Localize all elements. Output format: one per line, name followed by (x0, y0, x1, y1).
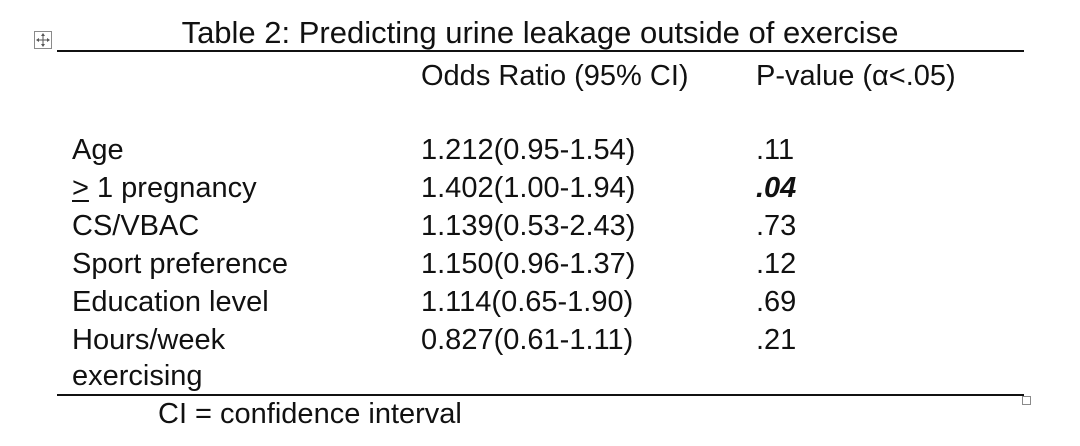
row-label-age: Age (72, 134, 124, 166)
row-label-pregnancy-text: 1 pregnancy (88, 172, 257, 204)
row-p-value-pregnancy: .04 (756, 172, 797, 204)
header-odds-ratio: Odds Ratio (95% CI) (421, 60, 689, 92)
row-odds-ratio-education-level: 1.114(0.65-1.90) (421, 286, 634, 318)
row-odds-ratio-sport-preference: 1.150(0.96-1.37) (421, 248, 636, 280)
greater-equal-symbol: > (72, 172, 89, 204)
row-label-hours-week: Hours/week (72, 324, 226, 356)
row-label-exercising: exercising (72, 360, 203, 392)
table-title: Table 2: Predicting urine leakage outsid… (181, 15, 899, 50)
row-p-value-sport-preference: .12 (756, 248, 797, 280)
row-label-sport-preference: Sport preference (72, 248, 289, 280)
row-odds-ratio-hours-week: 0.827(0.61-1.11) (421, 324, 634, 356)
row-label-education-level: Education level (72, 286, 269, 318)
row-p-value-cs-vbac: .73 (756, 210, 797, 242)
table-move-handle-icon[interactable] (34, 31, 52, 49)
row-p-value-age: .11 (756, 134, 795, 166)
move-arrows-icon (36, 33, 50, 47)
row-label-pregnancy: > 1 pregnancy (72, 170, 257, 207)
row-p-value-education-level: .69 (756, 286, 797, 318)
table-footnote: CI = confidence interval (158, 398, 462, 430)
table-resize-handle-icon[interactable] (1022, 396, 1031, 405)
row-odds-ratio-cs-vbac: 1.139(0.53-2.43) (421, 210, 636, 242)
row-odds-ratio-age: 1.212(0.95-1.54) (421, 134, 636, 166)
row-label-cs-vbac: CS/VBAC (72, 210, 200, 242)
table-top-rule (57, 50, 1024, 52)
header-p-value: P-value (α<.05) (756, 60, 956, 92)
table-bottom-rule (57, 394, 1024, 396)
row-p-value-hours-week: .21 (756, 324, 797, 356)
row-odds-ratio-pregnancy: 1.402(1.00-1.94) (421, 172, 636, 204)
